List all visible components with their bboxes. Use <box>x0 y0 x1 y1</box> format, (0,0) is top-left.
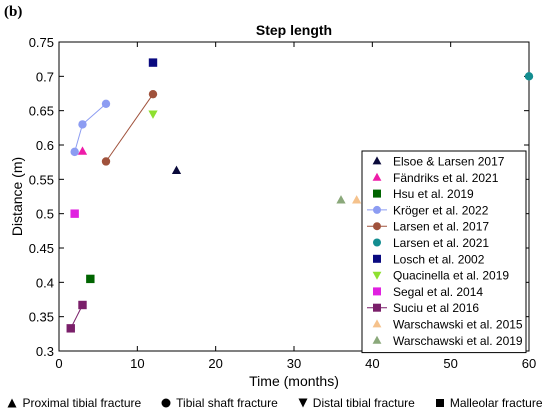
x-tick-label: 30 <box>287 356 301 371</box>
x-tick-label: 0 <box>55 356 62 371</box>
series-line <box>105 93 154 162</box>
legend-label: Hsu et al. 2019 <box>393 187 474 201</box>
y-tick-label: 0.35 <box>29 310 54 325</box>
legend-label: Elsoe & Larsen 2017 <box>393 155 505 169</box>
series-legend <box>361 150 527 354</box>
data-point <box>336 195 346 204</box>
legend-label: Warschawski et al. 2015 <box>393 318 523 332</box>
legend-label: Fändriks et al. 2021 <box>393 171 499 185</box>
legend-label: Larsen et al. 2017 <box>393 220 489 234</box>
data-point <box>148 58 158 67</box>
triangle-up-icon <box>7 398 17 408</box>
legend-marker <box>372 172 382 181</box>
series-line <box>74 103 107 153</box>
data-point <box>66 324 75 333</box>
data-point <box>77 146 88 155</box>
legend-marker <box>373 205 381 214</box>
legend-marker <box>372 319 382 328</box>
fracture-legend-label: Malleolar fracture <box>449 396 543 410</box>
data-point <box>101 157 111 166</box>
fracture-legend-shaft: Tibial shaft fracture <box>161 393 278 413</box>
y-tick-label: 0.7 <box>36 69 54 84</box>
fracture-type-legend: Proximal tibial fracture Tibial shaft fr… <box>0 393 550 413</box>
y-tick-label: 0.65 <box>29 104 54 119</box>
fracture-legend-proximal: Proximal tibial fracture <box>7 393 141 413</box>
square-icon <box>435 399 444 407</box>
legend-label: Segal et al. 2014 <box>393 285 483 299</box>
legend-marker <box>373 222 381 231</box>
fracture-legend-distal: Distal tibial fracture <box>298 393 415 413</box>
circle-icon <box>161 398 171 408</box>
y-tick-label: 0.5 <box>36 207 54 222</box>
panel-label: (b) <box>4 4 23 20</box>
data-point <box>78 300 87 310</box>
data-point <box>524 72 534 81</box>
fracture-legend-label: Distal tibial fracture <box>312 396 415 410</box>
legend-label: Losch et al. 2002 <box>393 252 485 266</box>
x-tick-label: 60 <box>522 356 536 371</box>
legend-marker <box>372 156 382 165</box>
data-point <box>70 147 79 157</box>
y-tick-label: 0.4 <box>36 275 54 290</box>
y-tick-label: 0.75 <box>29 35 54 50</box>
triangle-down-icon <box>298 398 308 408</box>
x-tick-label: 20 <box>208 356 222 371</box>
data-point <box>148 110 158 119</box>
legend-marker <box>373 254 381 263</box>
y-tick-label: 0.45 <box>29 241 54 256</box>
y-tick-label: 0.55 <box>29 172 54 187</box>
y-tick-label: 0.6 <box>36 138 54 153</box>
data-point <box>101 99 111 109</box>
data-point <box>171 165 182 174</box>
fracture-legend-label: Proximal tibial fracture <box>22 396 142 410</box>
data-point <box>70 209 79 218</box>
fracture-legend-label: Tibial shaft fracture <box>176 396 278 410</box>
y-tick-label: 0.3 <box>36 344 54 359</box>
chart-title: Step length <box>256 22 332 38</box>
legend-marker <box>372 335 382 344</box>
legend-marker <box>373 189 381 198</box>
fracture-legend-malleolar: Malleolar fracture <box>435 393 543 413</box>
y-axis-label: Distance (m) <box>9 157 25 236</box>
legend-label: Suciu et al 2016 <box>393 301 479 315</box>
step-length-chart: 0.3 0.35 0.4 0.45 0.5 0.55 0.6 0.65 0.7 0.75 0 10 20… <box>9 22 536 389</box>
legend-label: Quacinella et al. 2019 <box>393 269 509 283</box>
x-tick-label: 40 <box>365 356 379 371</box>
legend-label: Kröger et al. 2022 <box>393 203 489 217</box>
x-tick-label: 10 <box>130 356 144 371</box>
data-point <box>148 89 158 99</box>
x-axis-label: Time (months) <box>249 373 339 389</box>
legend-label: Larsen et al. 2021 <box>393 236 489 250</box>
data-point <box>86 274 95 284</box>
data-point <box>78 120 87 129</box>
legend-label: Warschawski et al. 2019 <box>393 334 523 348</box>
x-tick-label: 50 <box>443 356 457 371</box>
data-point <box>352 195 362 204</box>
legend-marker <box>372 271 382 280</box>
legend-marker <box>373 303 381 312</box>
legend-marker <box>373 238 381 247</box>
legend-marker <box>373 287 381 296</box>
